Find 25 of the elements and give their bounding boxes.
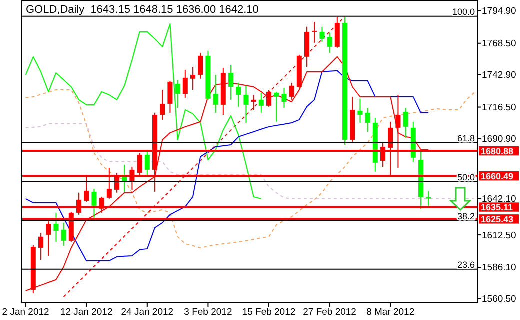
y-tick-label: 1560.50 — [482, 294, 516, 306]
x-tick-label: 3 Feb 2012 — [184, 307, 232, 318]
ref-line-label: 1660.49 — [481, 171, 514, 182]
y-tick-label: 1642.10 — [482, 194, 516, 205]
y-tick-label: 1586.10 — [482, 262, 516, 274]
ref-line-label: 1680.88 — [481, 146, 514, 156]
x-tick-label: 24 Jan 2012 — [121, 307, 174, 318]
ref-line-label: 1625.43 — [481, 214, 514, 224]
y-tick-label: 1716.50 — [482, 102, 516, 114]
x-tick-label: 15 Feb 2012 — [242, 307, 296, 318]
y-tick-label: 1742.90 — [482, 70, 516, 82]
chart-title: GOLD,Daily — [26, 4, 86, 16]
y-tick-label: 1690.90 — [482, 134, 516, 145]
annotation: 61.8 — [457, 133, 475, 144]
x-tick-label: 2 Jan 2012 — [2, 307, 50, 318]
x-tick-label: 8 Mar 2012 — [366, 307, 415, 318]
y-tick-label: 1768.50 — [482, 38, 516, 50]
y-tick-label: 1794.90 — [482, 6, 516, 18]
ref-line-label: 1635.11 — [481, 202, 514, 213]
y-tick-label: 1612.50 — [482, 230, 516, 242]
annotation: 100.0 — [452, 6, 475, 17]
x-tick-label: 12 Jan 2012 — [60, 307, 113, 318]
x-tick-label: 27 Feb 2012 — [303, 307, 356, 318]
chart-subtitle: 1643.15 1648.15 1636.00 1642.10 — [90, 4, 259, 16]
annotation: 23.6 — [457, 260, 475, 270]
